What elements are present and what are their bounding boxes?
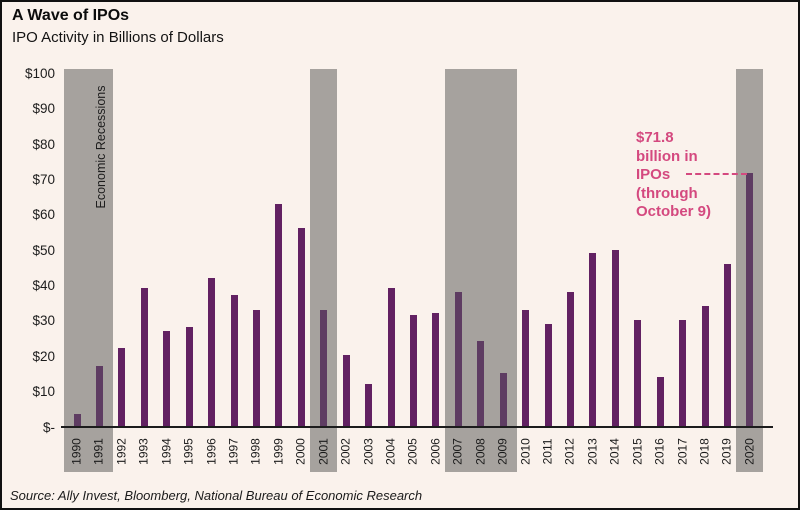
bar-2011 bbox=[544, 323, 552, 426]
x-tick-label-1992: 1992 bbox=[114, 438, 129, 465]
x-tick-label-1991: 1991 bbox=[91, 438, 106, 465]
bar-1992 bbox=[118, 348, 126, 426]
x-tick-label-2007: 2007 bbox=[450, 438, 465, 465]
x-tick-label-2015: 2015 bbox=[630, 438, 645, 465]
x-tick-label-2005: 2005 bbox=[405, 438, 420, 465]
x-tick-label-1996: 1996 bbox=[204, 438, 219, 465]
recession-band-1990-1991 bbox=[63, 69, 113, 472]
annotation-line-4: October 9) bbox=[636, 203, 712, 220]
x-tick-label-2020: 2020 bbox=[742, 438, 757, 465]
bar-2019 bbox=[723, 263, 731, 426]
y-tick-label-60: $60 bbox=[32, 207, 55, 223]
x-tick-label-2004: 2004 bbox=[383, 438, 398, 465]
y-tick-label-90: $90 bbox=[32, 101, 55, 117]
chart-subtitle: IPO Activity in Billions of Dollars bbox=[12, 29, 224, 46]
bar-1990 bbox=[73, 413, 81, 426]
bar-1993 bbox=[140, 288, 148, 426]
bar-2020 bbox=[746, 172, 754, 426]
bar-1996 bbox=[208, 277, 216, 426]
y-tick-label-50: $50 bbox=[32, 242, 55, 258]
x-tick-label-2003: 2003 bbox=[361, 438, 376, 465]
x-tick-label-1995: 1995 bbox=[181, 438, 196, 465]
bar-1994 bbox=[163, 330, 171, 426]
bar-2018 bbox=[701, 305, 709, 426]
callout-connector-line bbox=[686, 173, 747, 175]
x-tick-label-1999: 1999 bbox=[271, 438, 286, 465]
annotation-line-0: $71.8 bbox=[636, 129, 674, 146]
x-tick-label-2017: 2017 bbox=[675, 438, 690, 465]
bar-2001 bbox=[320, 309, 328, 426]
x-tick-label-2012: 2012 bbox=[562, 438, 577, 465]
bar-2003 bbox=[365, 383, 373, 426]
y-tick-label-70: $70 bbox=[32, 172, 55, 188]
bar-1991 bbox=[95, 365, 103, 426]
bar-2006 bbox=[432, 313, 440, 426]
callout-annotation: $71.8 billion in IPOs (through October 9) bbox=[636, 129, 756, 222]
x-tick-label-2000: 2000 bbox=[293, 438, 308, 465]
annotation-line-1: billion in bbox=[636, 147, 698, 165]
annotation-line-2: IPOs bbox=[636, 166, 671, 183]
y-tick-label-80: $80 bbox=[32, 136, 55, 152]
x-tick-label-2006: 2006 bbox=[428, 438, 443, 465]
annotation-line-3: (through bbox=[636, 184, 698, 202]
bar-2008 bbox=[477, 341, 485, 426]
x-tick-label-2009: 2009 bbox=[495, 438, 510, 465]
chart-title: A Wave of IPOs bbox=[12, 7, 130, 24]
bar-2013 bbox=[589, 253, 597, 426]
y-tick-label-40: $40 bbox=[32, 278, 55, 294]
bar-1995 bbox=[185, 327, 193, 426]
x-tick-label-2016: 2016 bbox=[652, 438, 667, 465]
bar-1999 bbox=[275, 203, 283, 426]
recession-band-label: Economic Recessions bbox=[94, 85, 109, 209]
x-tick-label-1994: 1994 bbox=[159, 438, 174, 465]
bar-2016 bbox=[656, 376, 664, 426]
y-tick-label-100: $100 bbox=[24, 66, 55, 81]
y-tick-label-10: $10 bbox=[32, 384, 55, 400]
x-tick-label-2019: 2019 bbox=[719, 438, 734, 465]
bar-2000 bbox=[297, 228, 305, 426]
bar-2002 bbox=[342, 355, 350, 426]
bar-2009 bbox=[499, 373, 507, 426]
x-tick-label-1990: 1990 bbox=[69, 438, 84, 465]
y-tick-label-: $- bbox=[42, 419, 55, 435]
bar-2015 bbox=[634, 320, 642, 426]
x-tick-label-2010: 2010 bbox=[518, 438, 533, 465]
x-tick-label-2018: 2018 bbox=[697, 438, 712, 465]
x-tick-label-1998: 1998 bbox=[248, 438, 263, 465]
bar-2005 bbox=[409, 314, 417, 426]
bar-2017 bbox=[679, 320, 687, 426]
bar-1997 bbox=[230, 295, 238, 426]
y-tick-label-30: $30 bbox=[32, 313, 55, 329]
x-axis-line bbox=[61, 426, 773, 428]
x-tick-label-2014: 2014 bbox=[607, 438, 622, 465]
x-tick-label-2013: 2013 bbox=[585, 438, 600, 465]
bar-1998 bbox=[252, 309, 260, 426]
x-tick-label-1997: 1997 bbox=[226, 438, 241, 465]
bar-2004 bbox=[387, 288, 395, 426]
x-tick-label-2002: 2002 bbox=[338, 438, 353, 465]
x-tick-label-2011: 2011 bbox=[540, 438, 555, 465]
bar-2007 bbox=[454, 291, 462, 426]
x-tick-label-1993: 1993 bbox=[136, 438, 151, 465]
x-tick-label-2008: 2008 bbox=[473, 438, 488, 465]
bar-2010 bbox=[522, 309, 530, 426]
source-credit: Source: Ally Invest, Bloomberg, National… bbox=[10, 488, 423, 503]
bar-2014 bbox=[611, 249, 619, 426]
bar-2012 bbox=[566, 291, 574, 426]
x-tick-label-2001: 2001 bbox=[316, 438, 331, 465]
y-tick-label-20: $20 bbox=[32, 348, 55, 364]
